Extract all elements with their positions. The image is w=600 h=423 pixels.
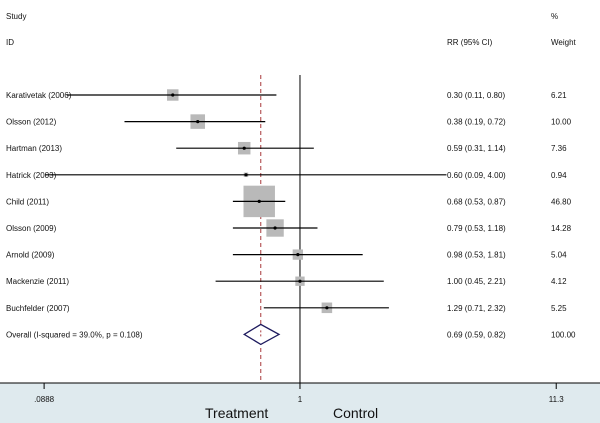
effect-ci-label: 0.30 (0.11, 0.80) <box>447 91 505 100</box>
header-weight: Weight <box>551 38 577 47</box>
axis-label-treatment: Treatment <box>205 405 268 421</box>
study-label: Olsson (2012) <box>6 118 57 127</box>
point-estimate <box>257 199 261 203</box>
overall-effect-ci-label: 0.69 (0.59, 0.82) <box>447 330 506 339</box>
study-label: Karativetak (2006) <box>6 91 72 100</box>
point-estimate <box>242 146 246 150</box>
study-label: Hartman (2013) <box>6 144 62 153</box>
point-estimate <box>244 173 248 177</box>
header-study-top: Study <box>6 12 26 21</box>
axis-band <box>0 383 600 423</box>
point-estimate <box>325 306 329 310</box>
header-effect: RR (95% CI) <box>447 38 493 47</box>
effect-ci-label: 0.68 (0.53, 0.87) <box>447 197 506 206</box>
effect-ci-label: 0.60 (0.09, 4.00) <box>447 171 506 180</box>
header-study-id: ID <box>6 38 14 47</box>
effect-ci-label: 1.29 (0.71, 2.32) <box>447 304 506 313</box>
weight-label: 0.94 <box>551 171 567 180</box>
point-estimate <box>196 120 200 124</box>
point-estimate <box>296 253 300 257</box>
weight-label: 4.12 <box>551 277 567 286</box>
study-label: Mackenzie (2011) <box>6 277 69 286</box>
point-estimate <box>273 226 277 230</box>
point-estimate <box>298 279 302 283</box>
overall-weight-label: 100.00 <box>551 330 576 339</box>
study-label: Child (2011) <box>6 197 49 206</box>
study-label: Olsson (2009) <box>6 224 57 233</box>
effect-ci-label: 0.98 (0.53, 1.81) <box>447 251 506 260</box>
weight-label: 5.25 <box>551 304 567 313</box>
weight-label: 6.21 <box>551 91 567 100</box>
point-estimate <box>171 93 175 97</box>
axis-label-control: Control <box>333 405 378 421</box>
overall-label: Overall (I-squared = 39.0%, p = 0.108) <box>6 330 143 339</box>
x-tick-label: .0888 <box>34 395 55 404</box>
overall-diamond <box>242 323 281 346</box>
weight-label: 10.00 <box>551 118 572 127</box>
study-label: Buchfelder (2007) <box>6 304 70 313</box>
weight-label: 46.80 <box>551 197 572 206</box>
x-tick-label: 11.3 <box>549 395 565 404</box>
effect-ci-label: 0.59 (0.31, 1.14) <box>447 144 506 153</box>
study-label: Arnold (2009) <box>6 251 55 260</box>
effect-ci-label: 0.38 (0.19, 0.72) <box>447 118 506 127</box>
effect-ci-label: 1.00 (0.45, 2.21) <box>447 277 506 286</box>
weight-label: 14.28 <box>551 224 572 233</box>
header-weight-top: % <box>551 12 558 21</box>
effect-ci-label: 0.79 (0.53, 1.18) <box>447 224 506 233</box>
weight-label: 7.36 <box>551 144 567 153</box>
study-label: Hatrick (2003) <box>6 171 57 180</box>
weight-label: 5.04 <box>551 251 567 260</box>
x-tick-label: 1 <box>298 395 303 404</box>
forest-marks: Karativetak (2006) 0.30 (0.11, 0.80) 6.21 O… <box>0 75 600 404</box>
